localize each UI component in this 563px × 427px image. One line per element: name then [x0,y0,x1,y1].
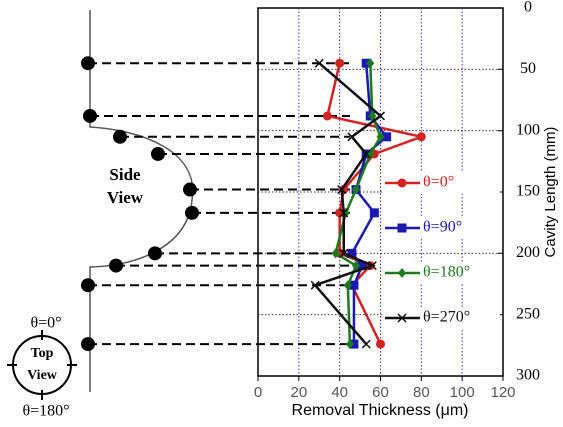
y-axis-title: Cavity Length (mm) [542,127,559,258]
top-view-label: View [27,368,58,383]
top-angle-label: θ=0° [30,315,61,332]
legend-label: θ=0° [423,174,454,191]
y-tick-label: 150 [516,183,540,200]
node-dot [81,337,95,351]
legend-label: θ=270° [423,309,470,326]
node-dot [183,183,197,197]
x-tick-label: 80 [413,384,430,401]
top-view-label: Top [31,346,54,361]
legend-label: θ=180° [423,264,470,281]
x-tick-label: 60 [372,384,389,401]
x-tick-label: 20 [290,384,307,401]
y-tick-label: 250 [516,305,540,322]
point [376,340,385,349]
side-view-label: Side [109,165,141,184]
node-dot [185,206,199,220]
x-tick-label: 40 [331,384,348,401]
x-tick-label: 120 [490,384,515,401]
point [417,132,426,141]
node-dot [151,147,165,161]
point [335,59,344,68]
point [323,111,332,120]
y-tick-label: 300 [516,367,540,384]
node-dot [113,130,127,144]
y-tick-label: 50 [520,60,536,77]
node-dot [83,109,97,123]
figure: Side View Top View θ=0° θ=180° Removal T… [0,0,563,427]
point [370,208,379,217]
node-dot [81,56,95,70]
y-tick-label: 100 [516,121,540,138]
x-tick-label: 100 [450,384,475,401]
point [362,340,370,348]
node-dot [148,246,162,260]
node-dot [109,259,123,273]
series-line [327,63,421,344]
point [398,179,407,188]
x-axis-title: Removal Thickness (μm) [292,402,469,419]
point [398,224,407,233]
top-view-circle [13,336,71,394]
side-view-label: View [107,188,144,207]
y-tick-label: 0 [524,0,532,16]
node-dot [81,278,95,292]
x-tick-label: 0 [254,384,262,401]
y-tick-label: 200 [516,244,540,261]
bottom-angle-label: θ=180° [22,403,69,420]
legend-label: θ=90° [423,219,462,236]
